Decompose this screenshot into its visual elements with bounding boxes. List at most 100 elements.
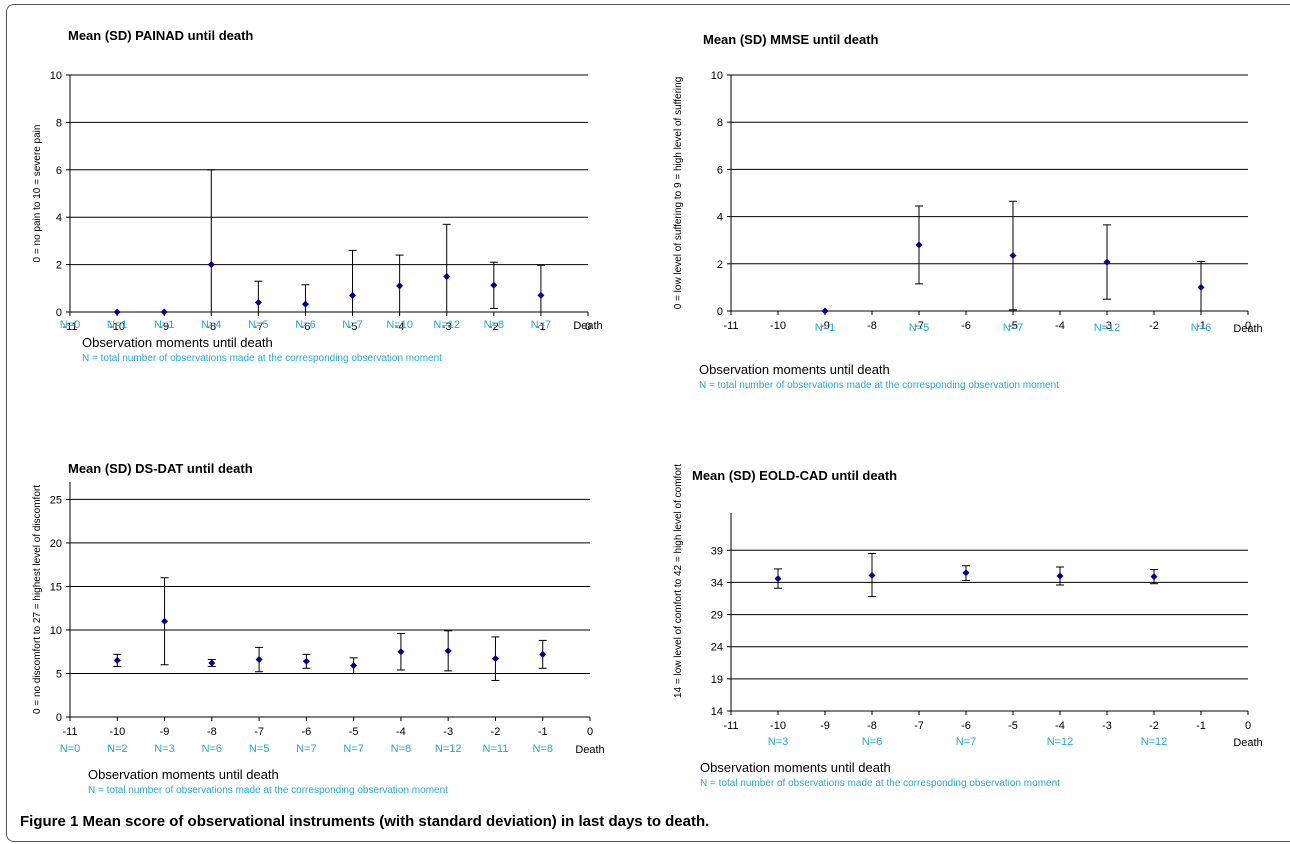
x-tick-label: -10 — [770, 720, 786, 732]
n-label: N=1 — [154, 319, 175, 331]
y-tick-label: 29 — [711, 610, 723, 622]
x-axis-label: Observation moments until death — [700, 760, 891, 775]
x-tick-label: -11 — [723, 720, 738, 732]
x-tick-label: -2 — [489, 321, 499, 333]
n-note: N = total number of observations made at… — [88, 785, 448, 796]
x-tick-label: -9 — [160, 726, 170, 738]
n-label: N=0 — [60, 743, 81, 755]
y-tick-label: 15 — [50, 581, 62, 593]
y-tick-label: 4 — [717, 212, 723, 224]
data-point — [207, 261, 215, 269]
data-point — [868, 571, 876, 579]
data-point — [349, 291, 357, 299]
data-point — [962, 569, 970, 577]
x-tick-label: -7 — [914, 720, 924, 732]
x-tick-label: -3 — [1102, 320, 1112, 332]
data-point — [490, 281, 498, 289]
x-tick-label: -6 — [301, 726, 311, 738]
x-tick-label: -9 — [820, 320, 830, 332]
y-tick-label: 14 — [711, 706, 723, 718]
x-tick-label: -1 — [536, 321, 546, 333]
n-label: N=8 — [484, 319, 505, 331]
x-tick-label: 0 — [587, 726, 593, 738]
y-tick-label: 10 — [50, 625, 62, 637]
data-point — [301, 300, 309, 308]
n-label: N=12 — [1094, 322, 1121, 334]
n-label: N=12 — [433, 319, 460, 331]
n-label: N=4 — [201, 319, 222, 331]
caption-label: Figure 1 — [20, 813, 79, 830]
data-point — [491, 655, 499, 663]
caption-text: Mean score of observational instruments … — [82, 813, 710, 830]
n-label: N=7 — [1003, 322, 1024, 334]
data-point — [774, 575, 782, 583]
x-tick-label: -10 — [109, 726, 125, 738]
y-tick-label: 5 — [56, 668, 62, 680]
x-tick-label: -6 — [961, 720, 971, 732]
data-point — [821, 307, 829, 315]
n-label: N=1 — [815, 322, 836, 334]
data-point — [113, 656, 121, 664]
y-axis-label: 0 = no pain to 10 = severe pain — [32, 125, 43, 263]
data-point — [537, 291, 545, 299]
x-tick-label: -2 — [491, 726, 501, 738]
chart-title: Mean (SD) MMSE until death — [703, 32, 879, 47]
data-point — [255, 656, 263, 664]
data-point — [302, 657, 310, 665]
death-label: Death — [573, 320, 602, 332]
chart-3: Mean (SD) DS-DAT until death 0 5 10 15 20 25 -1… — [32, 461, 605, 796]
n-label: N=6 — [202, 743, 223, 755]
data-point — [160, 308, 168, 316]
figure-frame — [6, 4, 1290, 842]
x-axis-label: Observation moments until death — [88, 767, 279, 782]
x-axis-label: Observation moments until death — [699, 362, 890, 377]
x-tick-label: -11 — [723, 320, 738, 332]
y-tick-label: 34 — [711, 577, 723, 589]
data-point — [397, 648, 405, 656]
x-tick-label: -7 — [253, 321, 263, 333]
x-tick-label: -3 — [443, 726, 453, 738]
n-label: N=12 — [435, 743, 462, 755]
n-label: N=7 — [343, 743, 364, 755]
x-tick-label: -2 — [1149, 720, 1159, 732]
data-point — [396, 282, 404, 290]
n-note: N = total number of observations made at… — [699, 380, 1059, 391]
death-label: Death — [1233, 737, 1262, 749]
y-tick-label: 4 — [56, 212, 62, 224]
x-tick-label: -1 — [538, 726, 548, 738]
chart-title: Mean (SD) PAINAD until death — [68, 28, 253, 43]
x-tick-label: -1 — [1196, 320, 1206, 332]
data-point — [444, 647, 452, 655]
n-label: N=7 — [956, 736, 977, 748]
y-tick-label: 25 — [50, 494, 62, 506]
data-point — [1150, 573, 1158, 581]
n-label: N=8 — [391, 743, 412, 755]
y-tick-label: 2 — [56, 260, 62, 272]
x-tick-label: -2 — [1149, 320, 1159, 332]
x-tick-label: 0 — [1245, 320, 1251, 332]
data-point — [254, 299, 262, 307]
death-label: Death — [575, 744, 604, 756]
y-tick-label: 39 — [711, 545, 723, 557]
y-axis-label: 14 = low level of comfort to 42 = high l… — [673, 464, 684, 698]
data-point — [915, 241, 923, 249]
data-point — [113, 308, 121, 316]
n-note: N = total number of observations made at… — [82, 353, 442, 364]
n-label: N=3 — [768, 736, 789, 748]
x-tick-label: -10 — [770, 320, 786, 332]
x-tick-label: -9 — [159, 321, 169, 333]
n-label: N=1 — [107, 319, 128, 331]
x-tick-label: -8 — [867, 720, 877, 732]
x-tick-label: -7 — [914, 320, 924, 332]
y-tick-label: 6 — [717, 164, 723, 176]
y-tick-label: 0 — [56, 712, 62, 724]
x-tick-label: 0 — [585, 321, 591, 333]
n-label: N=6 — [295, 319, 316, 331]
y-tick-label: 8 — [717, 117, 723, 129]
y-tick-label: 0 — [717, 306, 723, 318]
data-point — [1103, 258, 1111, 266]
n-label: N=5 — [249, 743, 270, 755]
x-tick-label: -8 — [206, 321, 216, 333]
n-label: N=7 — [531, 319, 552, 331]
